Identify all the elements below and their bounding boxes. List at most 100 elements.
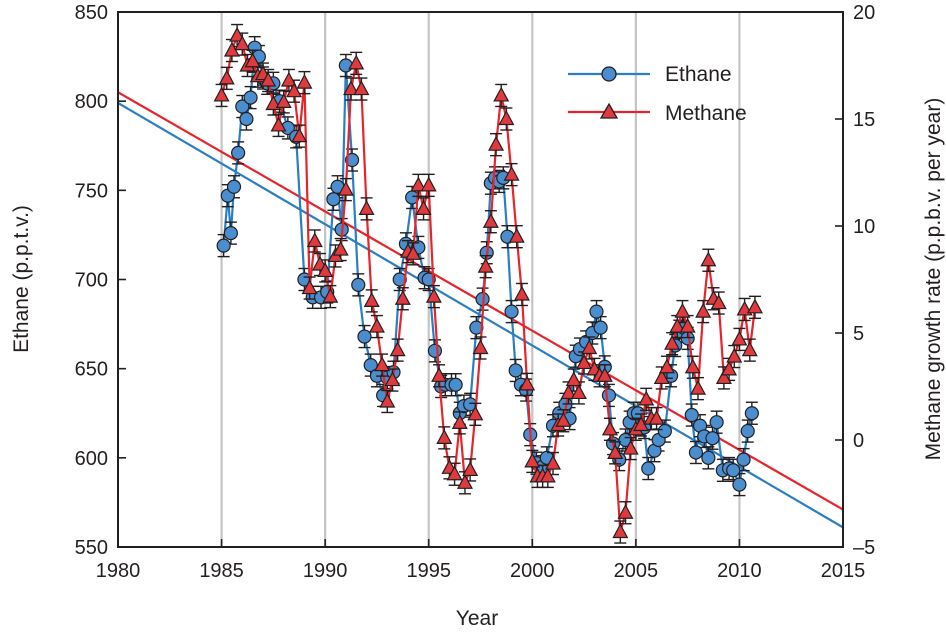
methane-point xyxy=(544,454,562,470)
y2-tick-label-10: 10 xyxy=(853,216,875,238)
ethane-point xyxy=(740,423,755,439)
methane-point xyxy=(555,411,572,427)
methane-point xyxy=(291,127,308,143)
methane-point xyxy=(467,405,484,421)
x-tick-label-1980: 1980 xyxy=(96,560,141,582)
series-methane xyxy=(213,23,763,544)
methane-point xyxy=(513,285,530,301)
y-tick-label-600: 600 xyxy=(75,448,108,470)
methane-point xyxy=(462,461,479,477)
ethane-point xyxy=(226,179,242,194)
methane-point xyxy=(286,82,303,98)
methane-point xyxy=(348,54,365,70)
methane-point xyxy=(539,467,556,483)
methane-point xyxy=(482,212,499,228)
methane-point xyxy=(353,80,370,96)
ethane-point xyxy=(688,445,704,460)
methane-point xyxy=(731,330,748,346)
legend-item-ethane: Ethane xyxy=(568,63,732,86)
methane-point xyxy=(498,110,515,126)
y2-axis-title: Methane growth rate (p.p.b.v. per year) xyxy=(922,98,945,461)
methane-point xyxy=(306,232,323,248)
methane-point xyxy=(726,347,743,363)
y2-tick-label-5: 5 xyxy=(853,323,864,345)
methane-point xyxy=(322,287,339,303)
methane-point xyxy=(741,341,758,357)
methane-point xyxy=(451,414,468,429)
ethane-point xyxy=(701,450,716,465)
methane-point xyxy=(472,339,489,355)
ethane-point xyxy=(243,90,258,105)
methane-point xyxy=(612,523,629,539)
methane-point xyxy=(581,339,598,355)
ethane-point xyxy=(235,99,250,114)
y-tick-label-850: 850 xyxy=(75,2,108,24)
legend-item-methane: Methane xyxy=(568,102,747,125)
ethane-point xyxy=(351,277,366,292)
methane-point xyxy=(420,176,437,192)
methane-point xyxy=(229,26,246,42)
ethane-point xyxy=(641,461,656,476)
methane-point xyxy=(244,52,261,68)
methane-point xyxy=(638,390,655,406)
ethane-point xyxy=(231,145,246,160)
y-tick-label-650: 650 xyxy=(75,359,108,381)
y2-tick-label--5: –5 xyxy=(853,537,875,559)
legend-methane-label: Methane xyxy=(665,102,747,125)
methane-point xyxy=(503,165,520,181)
ethane-point xyxy=(744,406,759,421)
methane-point xyxy=(746,298,763,314)
y2-tick-label-15: 15 xyxy=(853,109,875,131)
methane-point xyxy=(519,375,536,391)
methane-point xyxy=(477,257,494,273)
methane-point xyxy=(379,392,396,408)
methane-point xyxy=(234,35,251,51)
ethane-point xyxy=(504,304,519,319)
methane-point xyxy=(363,292,380,307)
legend-methane-marker xyxy=(599,102,619,119)
ethane-point xyxy=(601,388,617,403)
methane-point xyxy=(410,176,427,192)
x-axis-title: Year xyxy=(456,607,498,630)
x-tick-label-2005: 2005 xyxy=(614,560,659,582)
y-tick-label-750: 750 xyxy=(75,180,108,202)
methane-point xyxy=(710,294,727,310)
ethane-point xyxy=(326,192,341,207)
x-tick-label-1990: 1990 xyxy=(303,560,348,582)
methane-point xyxy=(715,369,732,385)
x-tick-label-1995: 1995 xyxy=(406,560,451,582)
methane-point xyxy=(684,358,701,374)
ethane-point xyxy=(427,343,443,358)
x-tick-label-1985: 1985 xyxy=(199,560,244,582)
methane-point xyxy=(343,80,360,96)
methane-point xyxy=(679,317,696,333)
methane-point xyxy=(280,71,297,87)
methane-point xyxy=(218,69,235,85)
methane-point xyxy=(213,86,230,102)
methane-point xyxy=(296,73,313,89)
methane-point xyxy=(596,367,613,382)
methane-point xyxy=(415,200,432,215)
methane-point xyxy=(653,369,670,385)
ethane-point xyxy=(448,377,463,392)
methane-point xyxy=(488,135,505,151)
ethane-point xyxy=(593,320,608,335)
methane-point xyxy=(332,240,349,256)
methane-point xyxy=(431,367,448,382)
legend: Ethane Methane xyxy=(568,63,747,125)
ethane-point xyxy=(363,358,378,373)
methane-point xyxy=(669,317,686,333)
y-tick-label-550: 550 xyxy=(75,537,108,559)
y2-tick-label-20: 20 xyxy=(853,2,875,24)
y-tick-label-800: 800 xyxy=(75,91,108,113)
methane-point xyxy=(508,227,525,243)
y2-tick-label-0: 0 xyxy=(853,430,864,452)
methane-point xyxy=(368,317,385,333)
ethane-point xyxy=(216,238,231,253)
methane-point xyxy=(560,384,577,400)
ethane-point xyxy=(508,363,523,378)
data-series xyxy=(213,23,763,544)
x-tick-label-2015: 2015 xyxy=(821,560,866,582)
methane-point xyxy=(389,341,406,357)
